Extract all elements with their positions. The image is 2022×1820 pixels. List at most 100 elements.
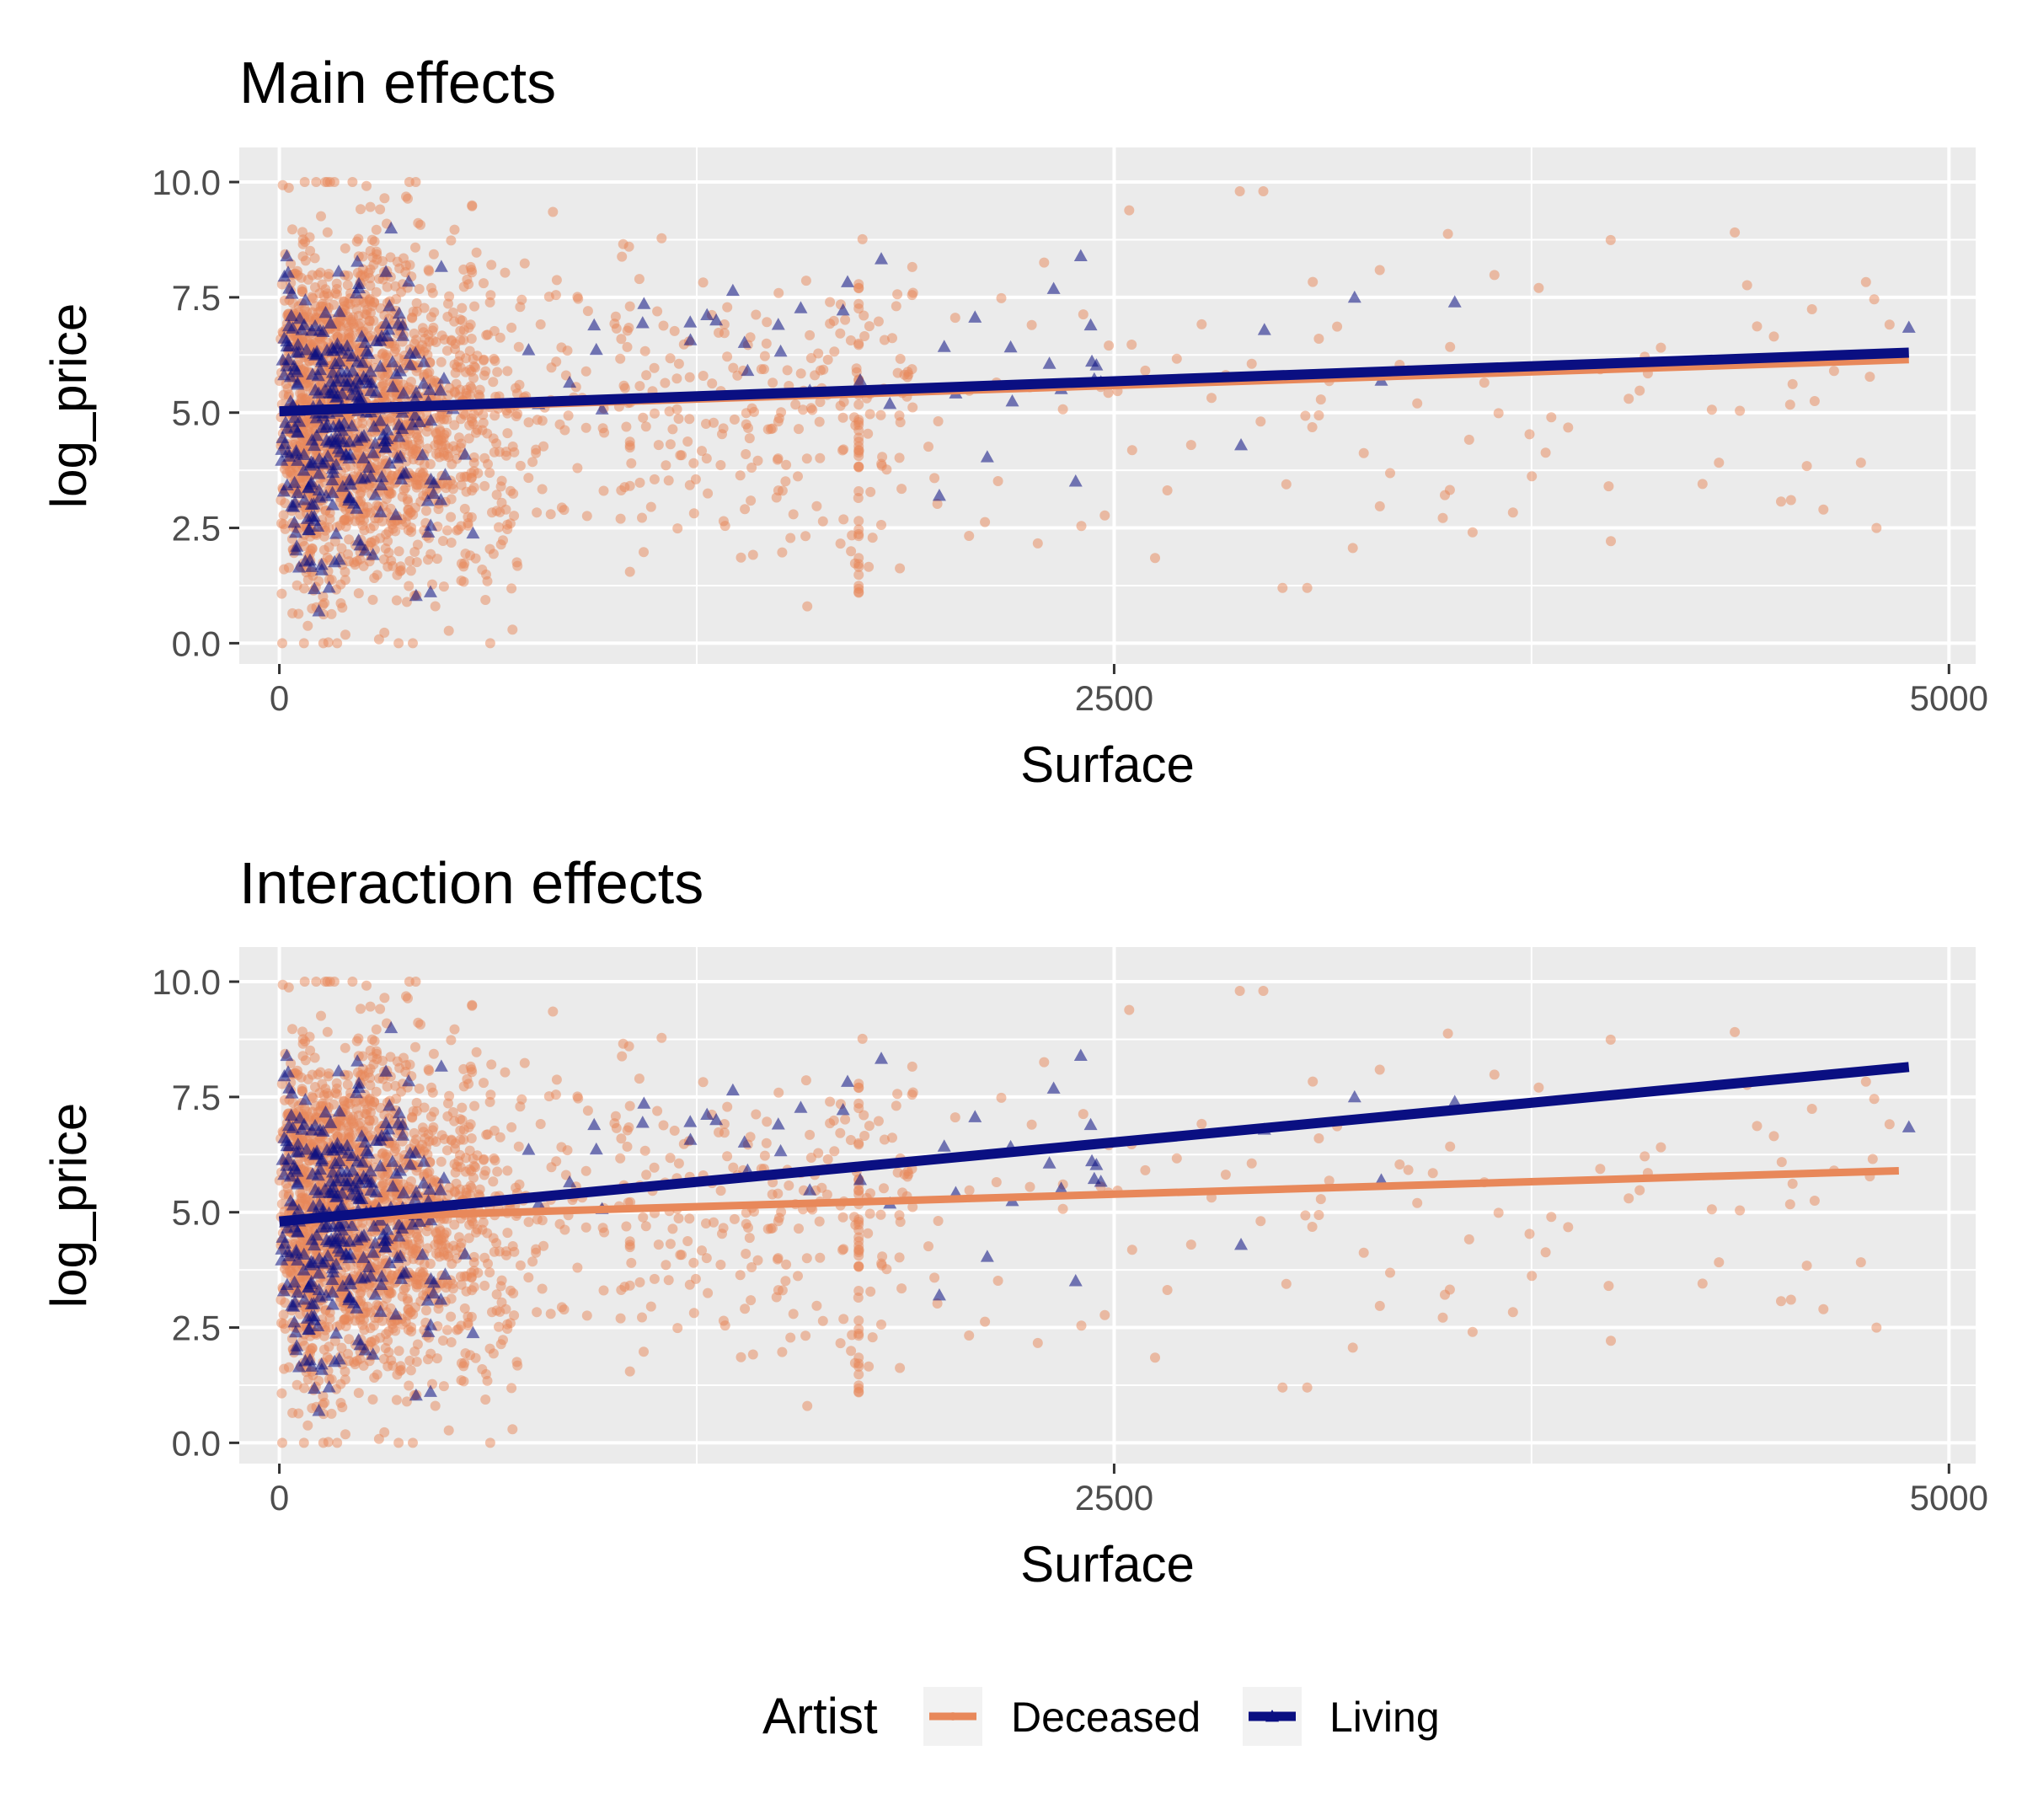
point-deceased xyxy=(864,1208,875,1219)
point-deceased xyxy=(344,534,355,545)
point-living xyxy=(409,385,423,399)
point-living xyxy=(331,264,345,277)
point-deceased xyxy=(551,1074,562,1085)
point-deceased xyxy=(365,1001,376,1012)
point-deceased xyxy=(992,1276,1003,1286)
point-deceased xyxy=(780,476,791,487)
point-deceased xyxy=(1806,304,1817,314)
point-deceased xyxy=(615,1313,626,1324)
point-deceased xyxy=(663,475,674,486)
point-deceased xyxy=(634,381,645,392)
point-deceased xyxy=(581,511,592,522)
plot-panel-background xyxy=(239,947,1976,1464)
point-deceased xyxy=(788,509,799,520)
point-deceased xyxy=(421,1305,431,1316)
point-deceased xyxy=(964,1330,975,1341)
point-living xyxy=(364,383,378,397)
point-living xyxy=(350,1054,365,1067)
point-living xyxy=(277,1167,292,1180)
point-living xyxy=(355,392,369,404)
point-living xyxy=(312,483,326,496)
point-deceased xyxy=(491,1238,502,1249)
point-deceased xyxy=(1730,227,1741,238)
point-deceased xyxy=(1507,507,1518,518)
point-deceased xyxy=(825,297,836,308)
point-deceased xyxy=(864,409,875,420)
fit-line-living xyxy=(279,347,1909,417)
point-deceased xyxy=(1255,416,1266,427)
point-living xyxy=(305,1167,319,1180)
point-deceased xyxy=(684,372,695,383)
point-living xyxy=(1073,249,1088,262)
point-deceased xyxy=(895,1362,906,1373)
point-living xyxy=(386,1179,400,1192)
point-deceased xyxy=(507,442,518,452)
point-deceased xyxy=(326,1408,337,1419)
point-deceased xyxy=(336,1342,347,1353)
point-deceased xyxy=(390,281,401,292)
point-deceased xyxy=(318,1344,329,1355)
point-deceased xyxy=(622,1141,633,1152)
point-living xyxy=(436,372,451,384)
point-deceased xyxy=(580,1222,591,1233)
point-living xyxy=(277,367,292,381)
point-living xyxy=(298,1093,313,1105)
point-deceased xyxy=(368,1320,379,1331)
point-deceased xyxy=(623,1041,634,1052)
point-deceased xyxy=(907,1202,918,1212)
point-deceased xyxy=(330,1088,340,1098)
point-deceased xyxy=(507,1424,518,1435)
point-living xyxy=(366,1219,381,1232)
point-deceased xyxy=(661,1260,671,1271)
point-deceased xyxy=(768,377,778,388)
point-deceased xyxy=(1741,280,1752,291)
point-deceased xyxy=(401,597,412,608)
point-deceased xyxy=(1801,1261,1812,1271)
point-deceased xyxy=(382,1081,393,1092)
point-deceased xyxy=(322,227,333,238)
point-deceased xyxy=(829,1146,840,1157)
point-deceased xyxy=(280,1323,291,1334)
point-deceased xyxy=(1463,1234,1474,1245)
point-deceased xyxy=(887,1132,897,1143)
point-deceased xyxy=(532,1307,543,1318)
point-deceased xyxy=(1076,1320,1087,1331)
point-deceased xyxy=(746,1295,757,1306)
point-deceased xyxy=(619,482,630,493)
point-deceased xyxy=(446,1311,457,1322)
point-living xyxy=(392,1229,406,1242)
point-living xyxy=(360,344,374,357)
point-deceased xyxy=(532,415,543,426)
point-deceased xyxy=(814,1216,825,1227)
point-deceased xyxy=(353,1388,364,1399)
point-deceased xyxy=(353,588,364,599)
point-deceased xyxy=(634,1277,645,1287)
point-deceased xyxy=(456,479,467,490)
point-living xyxy=(352,281,366,294)
point-deceased xyxy=(500,267,511,278)
point-deceased xyxy=(343,270,354,281)
point-deceased xyxy=(404,1355,415,1366)
point-deceased xyxy=(688,1308,699,1319)
point-deceased xyxy=(853,1352,864,1363)
point-living xyxy=(382,1099,397,1111)
point-deceased xyxy=(368,521,379,532)
point-deceased xyxy=(302,620,313,631)
point-deceased xyxy=(1308,1076,1319,1087)
point-deceased xyxy=(428,322,439,333)
point-deceased xyxy=(480,1394,491,1405)
point-deceased xyxy=(365,1045,376,1056)
point-deceased xyxy=(782,365,793,376)
point-deceased xyxy=(491,438,502,449)
point-living xyxy=(1257,323,1271,335)
point-deceased xyxy=(572,1262,583,1273)
point-living xyxy=(380,431,394,445)
point-deceased xyxy=(729,414,740,425)
point-living xyxy=(794,301,808,313)
point-deceased xyxy=(773,1188,784,1199)
point-deceased xyxy=(465,390,475,401)
point-deceased xyxy=(343,549,353,559)
point-deceased xyxy=(991,1177,1002,1187)
point-deceased xyxy=(511,557,522,568)
point-deceased xyxy=(506,583,517,594)
